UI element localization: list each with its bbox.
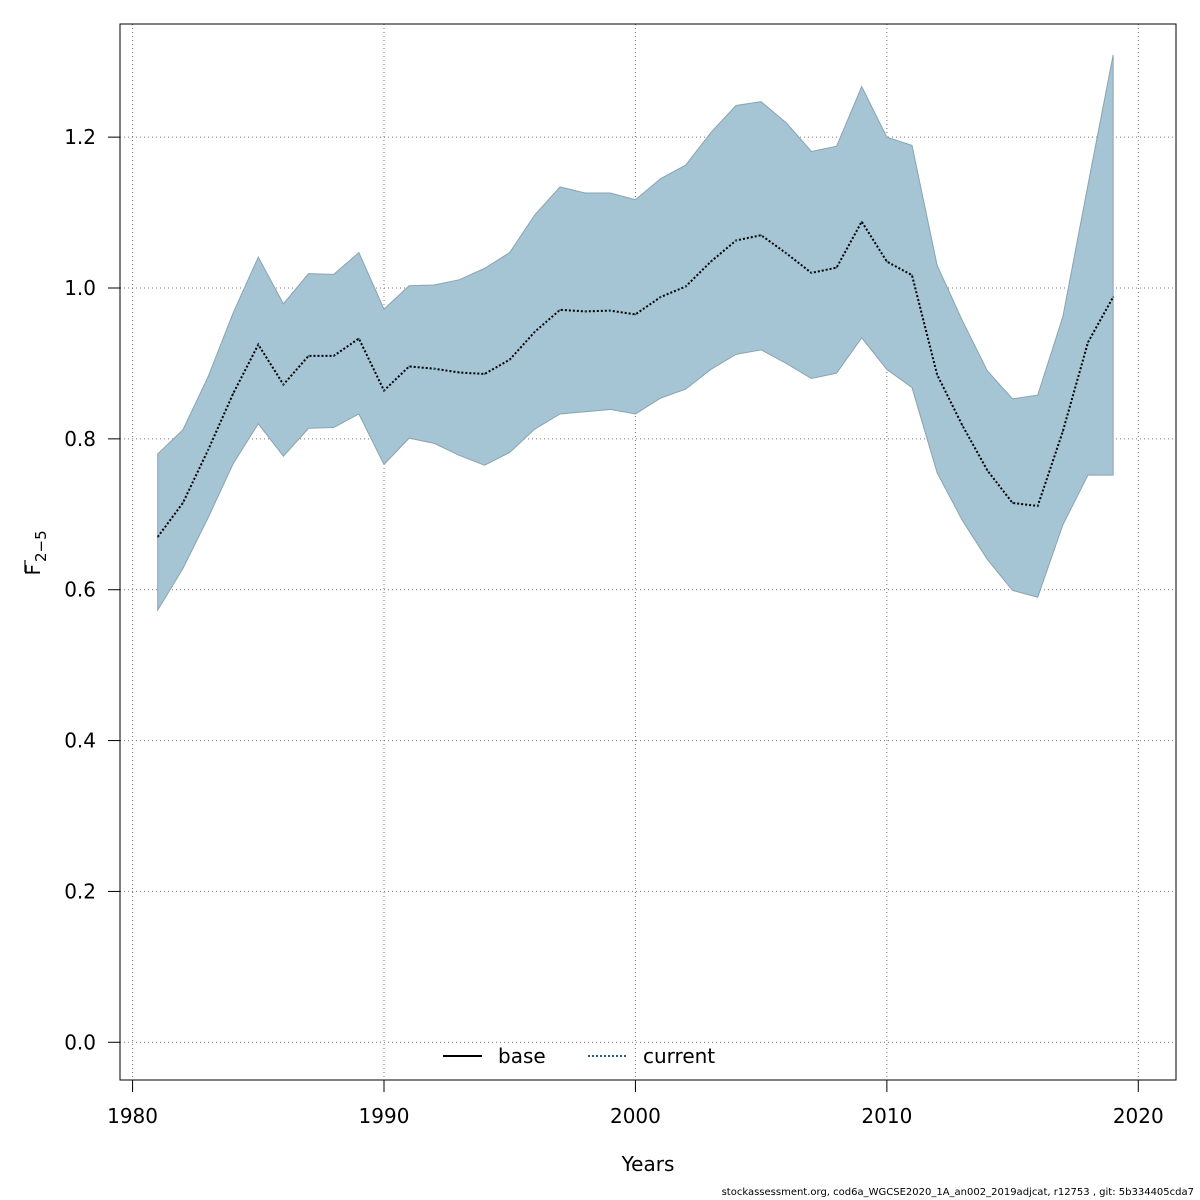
- data-point: [609, 309, 612, 312]
- x-tick-label-1990: 1990: [359, 1104, 410, 1128]
- confidence-band: [157, 54, 1114, 612]
- x-tick-label-1980: 1980: [107, 1104, 158, 1128]
- data-point: [282, 383, 285, 386]
- y-tick-label-1.0: 1.0: [64, 276, 96, 300]
- data-point: [1112, 296, 1114, 298]
- legend-label-base: base: [498, 1044, 546, 1068]
- x-tick-label-2020: 2020: [1113, 1104, 1164, 1128]
- y-axis: 0.0 0.2 0.4 0.6 0.8 1.0 1.2: [64, 125, 121, 1054]
- y-axis-title: F 2−5: [21, 530, 50, 575]
- data-point: [508, 358, 511, 361]
- y-tick-label-1.2: 1.2: [64, 125, 96, 149]
- x-axis: 1980 1990 2000 2010 2020: [107, 1079, 1164, 1128]
- confidence-band-area: [157, 54, 1114, 612]
- data-point: [936, 373, 938, 376]
- y-axis-title-subscript: 2−5: [32, 530, 50, 562]
- data-point: [911, 274, 913, 276]
- footer-attribution: stockassessment.org, cod6a_WGCSE2020_1A_…: [721, 1187, 1194, 1198]
- legend-label-current: current: [643, 1044, 715, 1068]
- x-tick-label-2010: 2010: [861, 1104, 912, 1128]
- data-point: [207, 449, 209, 451]
- y-tick-label-0.0: 0.0: [64, 1030, 96, 1054]
- data-point: [408, 365, 410, 368]
- data-point: [1011, 502, 1014, 504]
- data-point: [1036, 505, 1039, 507]
- data-point: [835, 266, 838, 269]
- current-series-line: [156, 219, 1115, 538]
- data-point: [307, 355, 310, 357]
- data-point: [358, 337, 360, 340]
- y-axis-title-main: F: [21, 564, 45, 576]
- data-point: [961, 424, 964, 427]
- data-point: [1062, 430, 1064, 433]
- data-point: [458, 371, 461, 374]
- data-point: [1087, 341, 1089, 344]
- data-point: [710, 260, 712, 263]
- y-tick-label-0.6: 0.6: [64, 578, 96, 602]
- data-point: [684, 285, 687, 288]
- data-point: [383, 389, 385, 392]
- data-point: [257, 343, 260, 346]
- data-point: [483, 373, 486, 375]
- data-point: [634, 313, 637, 316]
- data-point: [860, 220, 863, 223]
- y-tick-label-0.8: 0.8: [64, 427, 96, 451]
- data-point: [810, 272, 813, 274]
- data-point: [332, 355, 335, 357]
- data-point: [785, 252, 788, 255]
- data-point: [559, 309, 561, 311]
- data-point: [659, 296, 662, 298]
- data-point: [735, 239, 737, 242]
- y-tick-label-0.2: 0.2: [64, 879, 96, 903]
- data-point: [986, 469, 989, 472]
- data-point: [182, 502, 184, 504]
- legend: base current: [443, 1044, 715, 1068]
- data-point: [584, 310, 586, 313]
- x-axis-title: Years: [621, 1152, 675, 1176]
- data-point: [433, 367, 436, 370]
- data-point: [232, 392, 234, 395]
- data-point: [534, 330, 536, 333]
- y-tick-label-0.4: 0.4: [64, 729, 96, 753]
- data-point: [760, 234, 762, 236]
- data-point: [156, 536, 159, 538]
- x-tick-label-2000: 2000: [610, 1104, 661, 1128]
- data-point: [886, 260, 888, 263]
